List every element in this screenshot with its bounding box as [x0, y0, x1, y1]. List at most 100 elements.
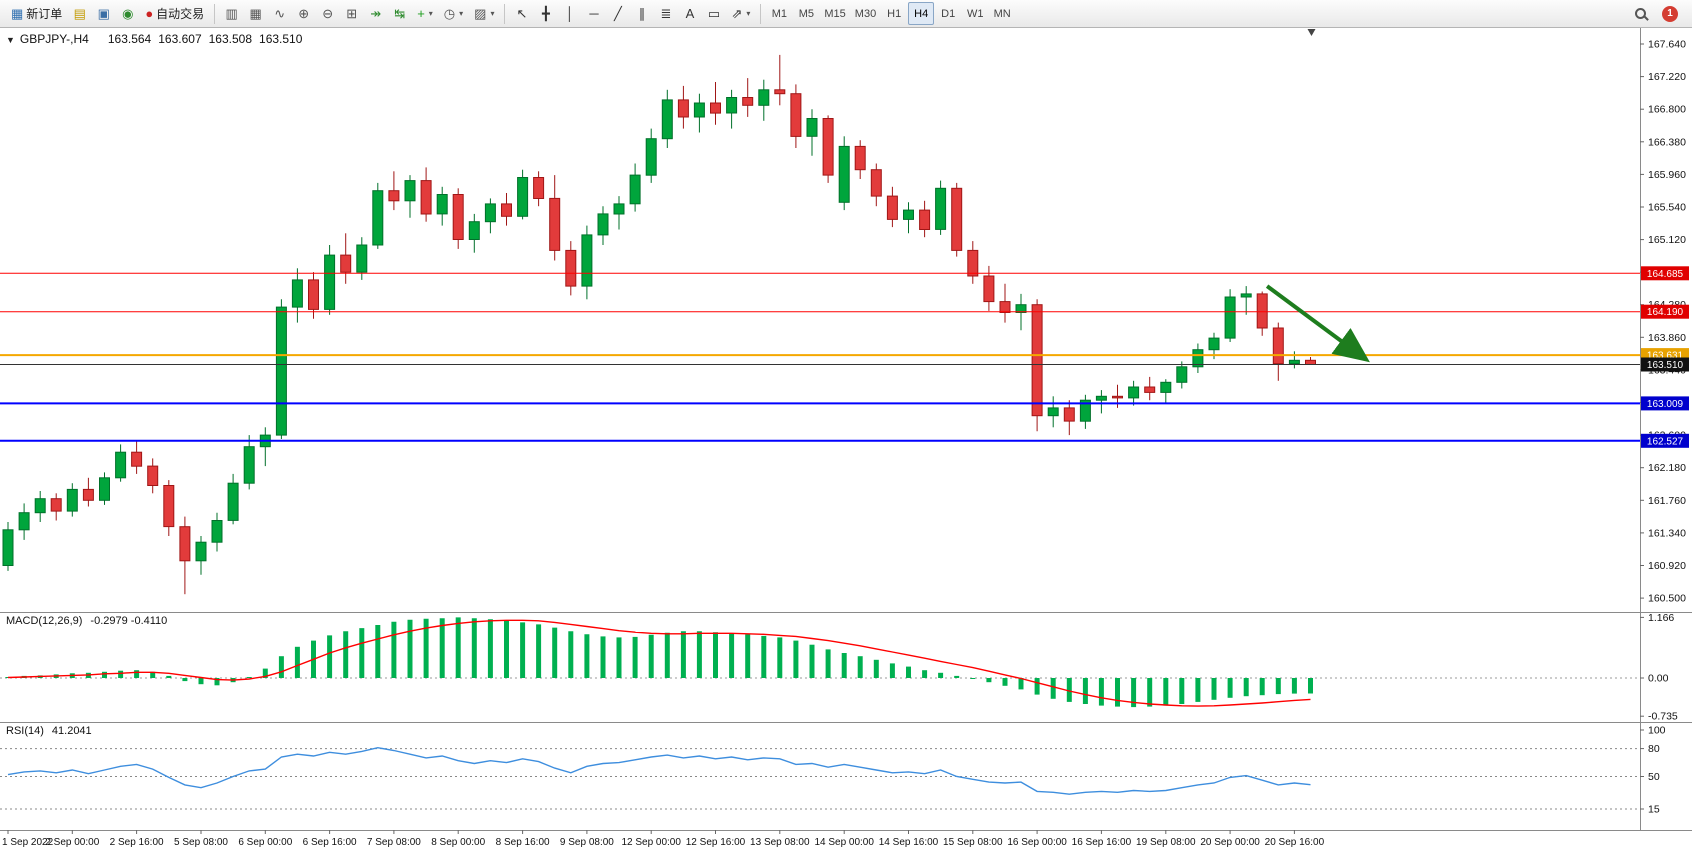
new-order-icon: ▦ [11, 6, 24, 21]
timeframe-m5-button[interactable]: M5 [793, 2, 819, 25]
rsi-line [7, 746, 1311, 795]
price-pane[interactable]: 167.640 167.220 166.800 166.380 165.960 165.5… [0, 28, 1692, 612]
tile-windows-icon: ⊞ [346, 6, 358, 21]
price-axis-label: 165.120 [1648, 234, 1686, 246]
timeframe-w1-button[interactable]: W1 [962, 2, 988, 25]
price-badge-label: 163.510 [1647, 360, 1684, 371]
indicators-button[interactable]: + ▾ [412, 2, 438, 25]
price-axis-label: 166.380 [1648, 136, 1686, 148]
autotrading-button[interactable]: ● 自动交易 [140, 2, 209, 25]
toolbar-group-objects: ↖ ╋ │ ─ ╱ ∥ ≣ A ▭ ⇗ ▾ [510, 2, 755, 25]
time-axis-label: 14 Sep 00:00 [814, 837, 874, 848]
tile-windows-button[interactable]: ⊞ [340, 2, 363, 25]
timeframe-m15-button[interactable]: M15 [820, 2, 849, 25]
notification-badge[interactable]: 1 [1662, 5, 1678, 22]
fibonacci-button[interactable]: ≣ [654, 2, 677, 25]
text-label-button[interactable]: ▭ [702, 2, 725, 25]
cursor-icon: ↖ [516, 6, 528, 21]
macd-axis-label: 0.00 [1648, 673, 1669, 685]
crosshair-button[interactable]: ╋ [534, 2, 557, 25]
timeframe-h1-button[interactable]: H1 [881, 2, 907, 25]
time-axis-label: 12 Sep 00:00 [621, 837, 681, 848]
bar-chart-button[interactable]: ▥ [220, 2, 243, 25]
cursor-button[interactable]: ↖ [510, 2, 533, 25]
rsi-pane[interactable]: 100 80 50 15 [0, 722, 1692, 830]
price-axis-label: 167.220 [1648, 71, 1686, 83]
macd-histogram [5, 617, 1313, 708]
time-axis-label: 8 Sep 00:00 [431, 837, 485, 848]
horizontal-line-icon: ─ [589, 6, 599, 21]
rsi-axis-label: 80 [1648, 743, 1660, 755]
main-toolbar: ▦ 新订单 ▤ ▣ ◉ ● 自动交易 ▥ ▦ ∿ ⊕ ⊖ ⊞ ↠ ↹ + ▾ ◷ ▾ ▨ ▾ ↖ ╋ │ ─ ╱ ∥ ≣ A ▭ ⇗ ▾ … [0, 0, 1692, 28]
zoom-in-button[interactable]: ⊕ [292, 2, 315, 25]
trendline-icon: ╱ [614, 6, 622, 21]
sounds-button[interactable]: ◉ [116, 2, 139, 25]
timeframe-m1-button[interactable]: M1 [766, 2, 792, 25]
price-badge-label: 164.190 [1647, 307, 1684, 318]
search-icon [1635, 8, 1646, 19]
price-badge [1641, 396, 1689, 411]
text-label-icon: ▭ [707, 6, 721, 21]
macd-values: -0.2979 -0.4110 [90, 615, 168, 627]
price-axis-label: 160.500 [1648, 593, 1686, 605]
crosshair-icon: ╋ [542, 6, 550, 21]
macd-indicator-label: MACD(12,26,9) -0.2979 -0.4110 [6, 615, 167, 627]
rsi-axis-label: 15 [1648, 804, 1660, 816]
macd-pane[interactable]: 1.166 0.00 -0.735 [0, 612, 1692, 722]
candlestick-chart-button[interactable]: ▦ [244, 2, 267, 25]
price-badge [1641, 304, 1689, 319]
auto-scroll-icon: ↠ [370, 6, 382, 21]
chart-shift-button[interactable]: ↹ [388, 2, 411, 25]
time-axis-label: 2 Sep 16:00 [110, 837, 164, 848]
price-badge-label: 163.009 [1647, 399, 1684, 410]
horizontal-level-lines[interactable] [0, 272, 1640, 442]
arrows-button[interactable]: ⇗ ▾ [726, 2, 755, 25]
text-button[interactable]: A [678, 2, 701, 25]
new-order-button[interactable]: ▦ 新订单 [6, 2, 67, 25]
search-button[interactable] [1629, 2, 1652, 25]
price-badge [1641, 433, 1689, 448]
horizontal-line-button[interactable]: ─ [582, 2, 605, 25]
candlestick-chart-icon: ▦ [249, 6, 262, 21]
profiles-icon: ▣ [97, 6, 110, 21]
fibonacci-icon: ≣ [660, 6, 672, 21]
sounds-icon: ◉ [122, 6, 134, 21]
timeframe-mn-button[interactable]: MN [989, 2, 1015, 25]
arrows-icon: ⇗ [731, 6, 743, 21]
periods-icon: ◷ [443, 6, 456, 21]
time-axis-label: 16 Sep 16:00 [1072, 837, 1132, 848]
equidistant-channel-button[interactable]: ∥ [630, 2, 653, 25]
timeframe-m30-button[interactable]: M30 [851, 2, 880, 25]
zoom-in-icon: ⊕ [298, 6, 310, 21]
vertical-line-button[interactable]: │ [558, 2, 581, 25]
auto-scroll-button[interactable]: ↠ [364, 2, 387, 25]
timeframe-d1-button[interactable]: D1 [935, 2, 961, 25]
zoom-out-button[interactable]: ⊖ [316, 2, 339, 25]
macd-axis-label: -0.735 [1648, 711, 1678, 722]
time-axis-label: 1 Sep 2022 [2, 837, 54, 848]
one-click-trading-toggle-icon[interactable]: ▼ [6, 35, 15, 45]
chart-shift-icon: ↹ [394, 6, 406, 21]
templates-button[interactable]: ▨ ▾ [469, 2, 499, 25]
profiles-button[interactable]: ▣ [92, 2, 115, 25]
trendline-button[interactable]: ╱ [606, 2, 629, 25]
price-axis-label: 160.920 [1648, 560, 1686, 572]
chart-shift-marker[interactable] [1307, 29, 1316, 36]
toolbar-separator [504, 3, 506, 24]
charts-button[interactable]: ▤ [68, 2, 91, 25]
price-badge-label: 163.631 [1647, 351, 1684, 362]
time-axis-label: 19 Sep 08:00 [1136, 837, 1196, 848]
toolbar-right: 1 [1629, 2, 1686, 25]
toolbar-group-timeframes: M1 M5 M15 M30 H1 H4 D1 W1 MN [766, 2, 1015, 25]
periods-dropdown-icon: ▾ [459, 9, 464, 18]
trend-arrow[interactable] [1265, 284, 1370, 363]
toolbar-group-standard: ▦ 新订单 ▤ ▣ ◉ ● 自动交易 [6, 2, 209, 25]
line-chart-button[interactable]: ∿ [268, 2, 291, 25]
timeframe-h4-button[interactable]: H4 [908, 2, 935, 25]
time-axis-label: 2 Sep 00:00 [45, 837, 99, 848]
templates-dropdown-icon: ▾ [490, 9, 495, 18]
time-axis-label: 6 Sep 00:00 [238, 837, 292, 848]
periods-button[interactable]: ◷ ▾ [439, 2, 468, 25]
macd-name: MACD(12,26,9) [6, 615, 83, 627]
